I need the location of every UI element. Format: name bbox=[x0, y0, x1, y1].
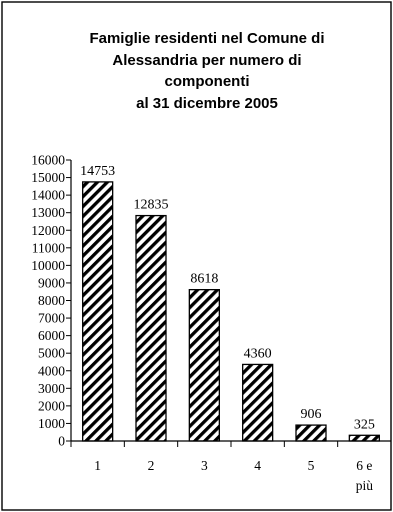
y-tick-label: 16000 bbox=[31, 153, 65, 168]
y-tick-label: 8000 bbox=[38, 293, 65, 308]
title-line-3: componenti bbox=[165, 73, 250, 90]
bar bbox=[348, 434, 380, 442]
data-label: 8618 bbox=[190, 272, 218, 287]
data-label: 906 bbox=[301, 407, 322, 422]
data-labels: 14753 12835 8618 4360 906 325 bbox=[80, 164, 375, 432]
y-tick-label: 3000 bbox=[38, 381, 65, 396]
y-tick-label: 15000 bbox=[31, 170, 65, 185]
title-line-4: al 31 dicembre 2005 bbox=[136, 95, 278, 112]
y-tick-label: 7000 bbox=[38, 311, 65, 326]
bar bbox=[295, 424, 327, 442]
title-line-2: Alessandria per numero di bbox=[112, 52, 301, 69]
y-tick-label: 2000 bbox=[38, 398, 65, 413]
x-axis: 1 2 3 4 5 6 e più bbox=[70, 440, 392, 493]
y-tick-label: 14000 bbox=[31, 188, 65, 203]
x-category-label: 2 bbox=[148, 458, 155, 473]
bar bbox=[82, 181, 114, 442]
data-label: 12835 bbox=[134, 198, 169, 213]
title-line-1: Famiglie residenti nel Comune di bbox=[89, 30, 324, 47]
data-label: 325 bbox=[354, 417, 375, 432]
y-tick-label: 9000 bbox=[38, 275, 65, 290]
bar bbox=[242, 363, 274, 442]
y-tick-label: 4000 bbox=[38, 363, 65, 378]
chart-title: Famiglie residenti nel Comune di Alessan… bbox=[89, 30, 324, 112]
y-tick-label: 1000 bbox=[38, 416, 65, 431]
x-category-label: 3 bbox=[201, 458, 208, 473]
x-category-label: 6 e bbox=[356, 458, 372, 473]
x-category-label: 5 bbox=[308, 458, 315, 473]
y-tick-label: 12000 bbox=[31, 223, 65, 238]
y-tick-label: 6000 bbox=[38, 328, 65, 343]
bar bbox=[135, 214, 167, 442]
x-category-label: più bbox=[356, 478, 374, 493]
data-label: 4360 bbox=[244, 346, 272, 361]
x-category-label: 1 bbox=[94, 458, 101, 473]
x-category-label: 4 bbox=[254, 458, 261, 473]
y-tick-label: 13000 bbox=[31, 205, 65, 220]
y-tick-label: 10000 bbox=[31, 258, 65, 273]
y-tick-label: 11000 bbox=[32, 240, 65, 255]
y-tick-label: 5000 bbox=[38, 346, 65, 361]
y-tick-label: 0 bbox=[58, 434, 65, 449]
bar bbox=[188, 288, 220, 442]
data-label: 14753 bbox=[80, 164, 115, 179]
y-axis: 0 1000 2000 3000 4000 5000 6000 7000 8000 9000 100… bbox=[31, 153, 72, 449]
